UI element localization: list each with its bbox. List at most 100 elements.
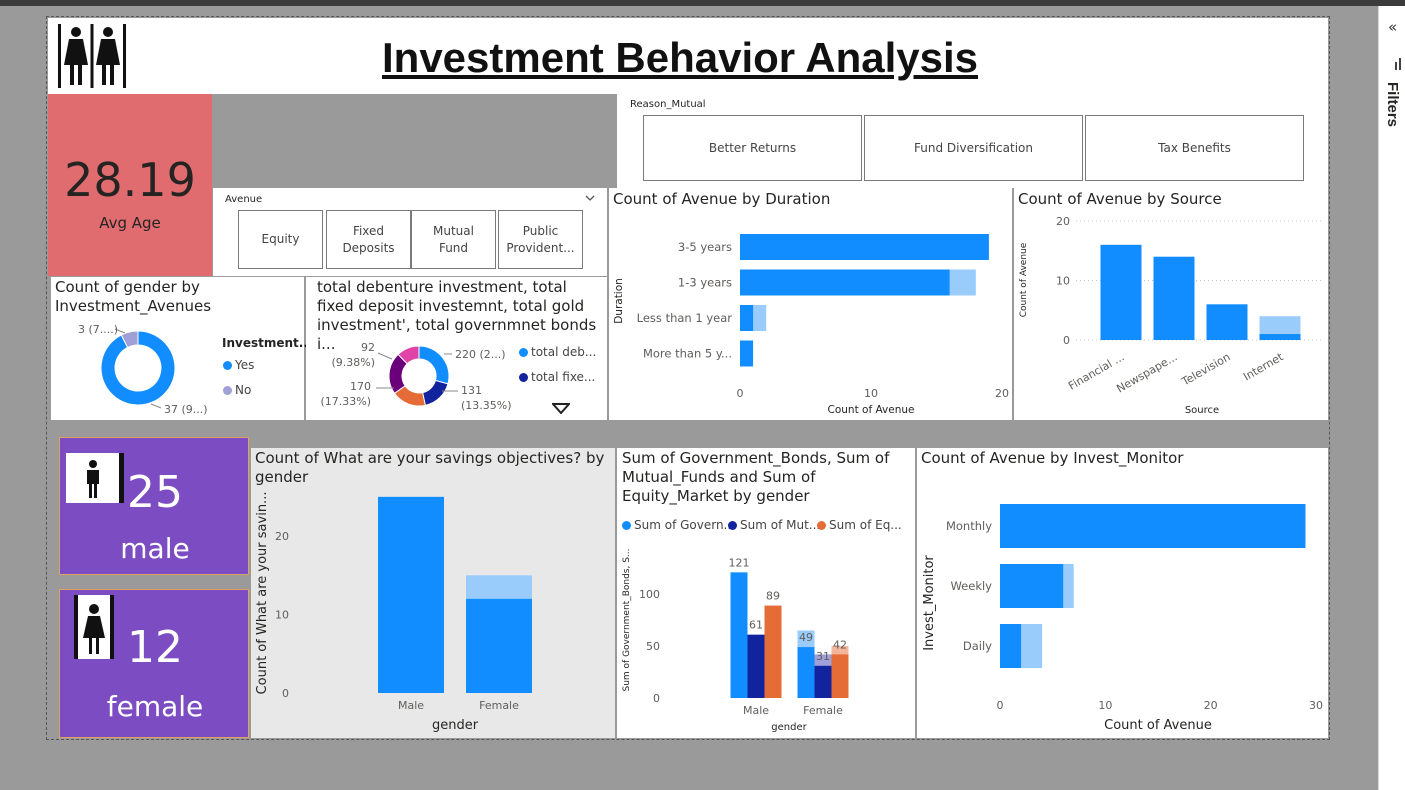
- male-label: male: [120, 532, 190, 565]
- bar[interactable]: [730, 572, 748, 698]
- legend-dot: [728, 521, 737, 530]
- data-label: 49: [799, 631, 813, 644]
- y-tick-label: 0: [282, 687, 289, 700]
- bar[interactable]: [797, 647, 815, 698]
- x-axis-title: gender: [432, 718, 479, 733]
- bar[interactable]: [1000, 564, 1064, 608]
- bar[interactable]: [1000, 624, 1022, 668]
- x-tick-label: 0: [997, 699, 1004, 712]
- data-label: 31: [816, 650, 830, 663]
- investment-totals-card[interactable]: total debenture investment, total fixed …: [306, 277, 607, 420]
- page-title: Investment Behavior Analysis: [382, 34, 978, 81]
- data-label: 37 (9...): [164, 403, 208, 416]
- legend-label: Sum of Mut...: [740, 518, 821, 532]
- invest-monitor-card[interactable]: Count of Avenue by Invest_Monitor 0 10 20 3…: [917, 448, 1328, 738]
- bar[interactable]: [1259, 334, 1301, 340]
- y-tick-label: More than 5 y...: [643, 347, 732, 361]
- bar[interactable]: [740, 305, 754, 331]
- legend-dot: [817, 521, 826, 530]
- y-axis-title: Duration: [613, 278, 625, 324]
- x-tick-label: Internet: [1241, 350, 1286, 383]
- bar[interactable]: [1206, 304, 1248, 340]
- data-label: 92: [361, 341, 375, 354]
- savings-chart-card[interactable]: Count of What are your savings objective…: [251, 448, 615, 738]
- legend-label: Sum of Govern...: [634, 518, 736, 532]
- reason-option-tax-benefits[interactable]: Tax Benefits: [1085, 115, 1304, 181]
- data-label: 42: [833, 638, 847, 651]
- bar-total[interactable]: [1259, 316, 1301, 340]
- investment-totals-donut[interactable]: 220 (2...) 131 (13.35%) 170 (17.33%) 92 (9.38%…: [306, 277, 607, 420]
- leader-line: [377, 352, 393, 360]
- legend-item-mutual[interactable]: Sum of Mut...: [728, 518, 820, 532]
- bar[interactable]: [466, 598, 532, 693]
- x-axis-title: gender: [771, 722, 807, 733]
- chart-title: Count of Avenue by Invest_Monitor: [921, 449, 1184, 467]
- avenue-slicer-panel: Avenue Equity Fixed Deposits Mutual Fund…: [213, 188, 607, 276]
- leader-line: [114, 328, 126, 334]
- duration-bar-chart[interactable]: 0 10 20 3-5 years 1-3 years Less than 1 year M…: [609, 188, 1012, 420]
- bonds-funds-equity-card[interactable]: Sum of Government_Bonds, Sum of Mutual_F…: [617, 448, 915, 738]
- bar[interactable]: [764, 605, 782, 698]
- avg-age-card[interactable]: 28.19 Avg Age: [48, 94, 212, 276]
- bar[interactable]: [1000, 504, 1306, 548]
- source-chart-card[interactable]: Count of Avenue by Source 0 10 20 Financial…: [1014, 188, 1328, 420]
- legend-item-debenture[interactable]: total deb...: [519, 345, 596, 359]
- duration-chart-card[interactable]: Count of Avenue by Duration 0 10 20 3-5 yea…: [609, 188, 1012, 420]
- donut-slice-4[interactable]: [397, 345, 420, 365]
- bar[interactable]: [1100, 244, 1142, 340]
- bar[interactable]: [814, 665, 832, 698]
- donut-slice-yes[interactable]: [100, 330, 176, 406]
- invest-monitor-bar-chart[interactable]: 0 10 20 30 Monthly Weekly Daily Count of Avenue…: [917, 448, 1328, 738]
- bar[interactable]: [378, 496, 444, 693]
- filters-pane[interactable]: [1378, 6, 1405, 790]
- donut-slice-0[interactable]: [418, 345, 450, 385]
- y-tick-label: 10: [275, 609, 289, 622]
- legend-dot: [519, 373, 528, 382]
- filters-label[interactable]: Filters: [1384, 82, 1401, 128]
- avenue-option-equity[interactable]: Equity: [238, 210, 323, 269]
- x-tick-label: 10: [1098, 699, 1112, 712]
- data-label: (9.38%): [331, 356, 375, 369]
- bar[interactable]: [740, 340, 754, 367]
- x-axis-title: Count of Avenue: [828, 404, 915, 416]
- reason-option-fund-diversification[interactable]: Fund Diversification: [864, 115, 1083, 181]
- reason-option-better-returns[interactable]: Better Returns: [643, 115, 862, 181]
- legend-item-government[interactable]: Sum of Govern...: [622, 518, 735, 532]
- avenue-option-fixed-deposits[interactable]: Fixed Deposits: [326, 210, 411, 269]
- bar[interactable]: [831, 654, 849, 698]
- chart-title: total debenture investment, total fixed …: [317, 278, 597, 353]
- data-label: 131: [461, 384, 482, 397]
- legend-dot: [223, 361, 232, 370]
- collapse-filters-button[interactable]: «: [1388, 18, 1398, 36]
- chevron-down-icon[interactable]: [585, 194, 595, 202]
- female-card[interactable]: 12 female: [59, 589, 249, 738]
- bar[interactable]: [740, 269, 950, 296]
- gender-avenues-card[interactable]: Count of gender by Investment_Avenues 3 …: [51, 277, 312, 420]
- legend-item-no[interactable]: No: [223, 383, 251, 397]
- x-tick-label: Female: [803, 704, 843, 717]
- bar[interactable]: [740, 234, 989, 260]
- bar[interactable]: [747, 634, 765, 698]
- chart-title: Count of Avenue by Source: [1018, 190, 1222, 208]
- data-label: 61: [749, 619, 763, 632]
- legend-scroll-down-icon[interactable]: [552, 403, 570, 414]
- legend-dot: [519, 348, 528, 357]
- y-tick-label: Daily: [963, 639, 992, 653]
- legend-item-yes[interactable]: Yes: [223, 358, 254, 372]
- female-count: 12: [127, 622, 183, 673]
- legend-item-fixed[interactable]: total fixe...: [519, 370, 595, 384]
- data-label: (17.33%): [320, 395, 371, 408]
- legend-label: Yes: [235, 358, 255, 372]
- avenue-option-public-provident[interactable]: Public Provident...: [498, 210, 583, 269]
- data-label: 170: [350, 380, 371, 393]
- gender-avenues-donut[interactable]: 3 (7....) 37 (9...): [51, 277, 304, 420]
- x-axis-title: Source: [1185, 405, 1219, 416]
- male-card[interactable]: 25 male: [59, 437, 249, 575]
- donut-slice-1[interactable]: [421, 379, 449, 406]
- bar[interactable]: [1153, 256, 1195, 340]
- avenue-option-mutual-fund[interactable]: Mutual Fund: [411, 210, 496, 269]
- legend-item-equity[interactable]: Sum of Eq...: [817, 518, 902, 532]
